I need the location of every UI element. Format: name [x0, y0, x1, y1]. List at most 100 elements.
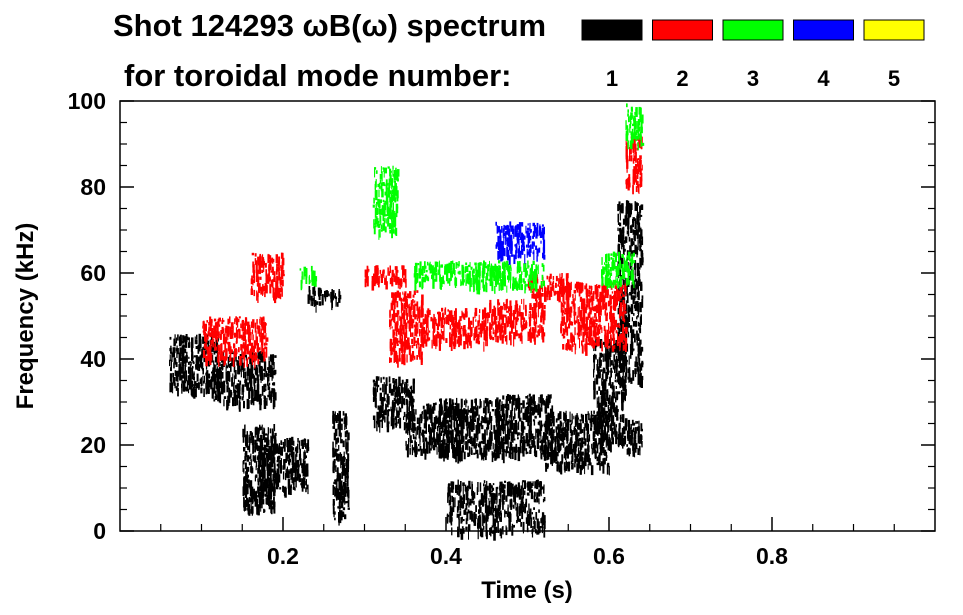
- spectrum-mark: [398, 376, 401, 386]
- spectrum-mark: [272, 258, 275, 263]
- spectrum-mark: [404, 269, 407, 279]
- spectrum-mark: [540, 453, 543, 460]
- spectrum-mark: [604, 449, 607, 456]
- spectrum-mark: [182, 383, 186, 392]
- spectrum-mark: [448, 489, 451, 493]
- spectrum-mark: [343, 494, 345, 501]
- spectrum-mark: [552, 454, 555, 457]
- spectrum-mark: [513, 422, 516, 434]
- spectrum-mark: [509, 415, 511, 419]
- spectrum-mark: [453, 444, 456, 453]
- spectrum-mark: [182, 339, 185, 344]
- spectrum-mark: [394, 322, 398, 331]
- spectrum-mark: [222, 333, 226, 345]
- spectrum-mark: [392, 417, 395, 423]
- spectrum-mark: [397, 340, 400, 343]
- spectrum-mark: [524, 409, 527, 420]
- spectrum-mark: [268, 264, 270, 271]
- spectrum-mark: [459, 335, 462, 341]
- spectrum-mark: [577, 440, 580, 447]
- spectrum-mark: [251, 354, 253, 363]
- spectrum-mark: [290, 445, 293, 455]
- spectrum-mark: [419, 344, 422, 352]
- spectrum-mark: [531, 512, 533, 515]
- spectrum-mark: [623, 379, 626, 385]
- spectrum-mark: [333, 481, 336, 485]
- spectrum-mark: [344, 462, 346, 473]
- spectrum-mark: [589, 462, 592, 466]
- spectrum-mark: [307, 447, 310, 452]
- spectrum-mark: [422, 434, 425, 443]
- spectrum-mark: [424, 416, 427, 427]
- spectrum-mark: [218, 324, 221, 327]
- spectrum-mark: [576, 453, 579, 462]
- spectrum-mark: [482, 433, 485, 441]
- spectrum-mark: [602, 341, 605, 345]
- spectrum-mark: [549, 394, 551, 404]
- spectrum-mark: [221, 372, 224, 379]
- spectrum-mark: [533, 394, 535, 405]
- spectrum-mark: [543, 527, 546, 538]
- spectrum-mark: [600, 399, 604, 406]
- spectrum-mark: [448, 493, 450, 503]
- spectrum-mark: [274, 288, 278, 300]
- spectrum-mark: [216, 376, 219, 388]
- spectrum-mark: [569, 411, 571, 422]
- spectrum-mark: [640, 346, 643, 352]
- spectrum-mark: [465, 433, 468, 440]
- spectrum-mark: [590, 410, 593, 419]
- spectrum-mark: [439, 422, 443, 427]
- spectrum-mark: [462, 519, 465, 522]
- spectrum-mark: [240, 368, 242, 378]
- spectrum-mark: [598, 413, 601, 422]
- spectrum-mark: [408, 420, 411, 429]
- spectrum-mark: [402, 291, 404, 295]
- spectrum-mark: [337, 506, 340, 509]
- spectrum-mark: [408, 406, 410, 411]
- spectrum-mark: [286, 466, 288, 474]
- spectrum-mark: [385, 275, 387, 283]
- spectrum-mark: [300, 483, 302, 486]
- spectrum-mark: [491, 401, 493, 407]
- spectrum-mark: [603, 393, 605, 401]
- spectrum-mark: [453, 450, 456, 459]
- spectrum-mark: [440, 443, 442, 447]
- spectrum-mark: [220, 348, 222, 359]
- spectrum-mark: [485, 402, 488, 407]
- spectrum-mark: [587, 438, 590, 446]
- spectrum-mark: [410, 397, 413, 400]
- spectrum-mark: [535, 512, 538, 520]
- spectrum-mark: [388, 383, 392, 394]
- spectrum-mark: [501, 401, 503, 408]
- spectrum-mark: [270, 480, 273, 483]
- spectrum-mark: [602, 355, 604, 362]
- spectrum-mark: [596, 462, 599, 466]
- spectrum-mark: [566, 428, 569, 440]
- spectrum-mark: [411, 447, 415, 451]
- spectrum-mark: [629, 245, 631, 250]
- spectrum-mark: [365, 272, 368, 283]
- spectrum-mark: [223, 319, 225, 323]
- spectrum-mark: [169, 373, 172, 382]
- spectrum-mark: [276, 275, 278, 287]
- spectrum-mark: [495, 452, 497, 460]
- spectrum-mark: [364, 269, 368, 278]
- spectrum-mark: [438, 427, 441, 434]
- spectrum-mark: [506, 485, 509, 494]
- spectrum-mark: [484, 437, 486, 449]
- spectrum-mark: [218, 347, 221, 355]
- spectrum-mark: [542, 514, 545, 525]
- spectrum-mark: [267, 384, 270, 391]
- spectrum-mark: [254, 357, 256, 369]
- spectrum-mark: [261, 269, 264, 273]
- spectrum-mark: [208, 379, 211, 388]
- spectrum-mark: [347, 489, 350, 499]
- spectrum-mark: [193, 362, 195, 365]
- spectrum-mark: [610, 423, 612, 431]
- spectrum-mark: [402, 267, 404, 278]
- spectrum-mark: [420, 414, 423, 424]
- spectrum-mark: [195, 383, 199, 389]
- spectrum-mark: [278, 256, 281, 265]
- spectrum-mark: [622, 234, 624, 245]
- spectrum-mark: [486, 515, 489, 522]
